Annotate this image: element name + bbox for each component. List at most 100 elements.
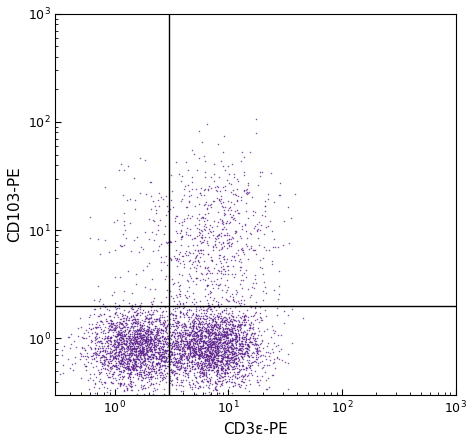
Point bbox=[158, 374, 165, 381]
Point bbox=[202, 375, 210, 382]
Point bbox=[92, 373, 100, 380]
Point bbox=[190, 322, 197, 329]
Point bbox=[127, 339, 135, 346]
Point bbox=[115, 334, 123, 341]
Point bbox=[147, 351, 155, 358]
Point bbox=[212, 319, 220, 326]
Point bbox=[255, 353, 262, 361]
Point bbox=[205, 329, 212, 336]
Point bbox=[179, 322, 187, 329]
Point bbox=[231, 374, 239, 381]
Point bbox=[117, 345, 124, 352]
Point bbox=[228, 339, 235, 346]
Point bbox=[125, 352, 133, 359]
Point bbox=[259, 364, 267, 371]
Point bbox=[203, 345, 211, 353]
Point bbox=[100, 311, 108, 318]
Point bbox=[178, 235, 185, 242]
Point bbox=[223, 359, 230, 366]
Point bbox=[157, 326, 165, 333]
Point bbox=[204, 353, 212, 360]
Point bbox=[141, 339, 149, 346]
Point bbox=[118, 325, 125, 332]
Point bbox=[131, 357, 138, 365]
Point bbox=[205, 356, 213, 363]
Point bbox=[212, 324, 220, 331]
Point bbox=[191, 348, 199, 355]
Point bbox=[137, 348, 144, 355]
Point bbox=[199, 353, 206, 361]
Point bbox=[190, 351, 197, 358]
Point bbox=[211, 235, 219, 242]
Point bbox=[219, 324, 226, 331]
Point bbox=[242, 338, 250, 345]
Point bbox=[167, 357, 174, 365]
Point bbox=[219, 262, 227, 269]
Point bbox=[136, 304, 144, 311]
Point bbox=[137, 349, 145, 356]
Point bbox=[173, 317, 181, 325]
Point bbox=[219, 329, 226, 336]
Point bbox=[251, 317, 258, 324]
Point bbox=[155, 363, 163, 370]
Point bbox=[145, 344, 153, 351]
Point bbox=[205, 186, 212, 194]
Point bbox=[100, 348, 108, 355]
Point bbox=[144, 312, 151, 319]
Point bbox=[137, 361, 145, 368]
Point bbox=[152, 374, 159, 381]
Point bbox=[144, 319, 152, 326]
Point bbox=[210, 304, 218, 311]
Point bbox=[176, 345, 183, 353]
Point bbox=[222, 378, 230, 385]
Point bbox=[122, 341, 130, 349]
Point bbox=[192, 312, 200, 319]
Point bbox=[217, 193, 224, 200]
Point bbox=[179, 352, 187, 359]
Point bbox=[205, 382, 213, 389]
Point bbox=[229, 342, 237, 349]
Point bbox=[207, 328, 214, 335]
Point bbox=[126, 334, 133, 341]
Point bbox=[129, 349, 137, 357]
Point bbox=[130, 329, 137, 336]
Point bbox=[189, 383, 196, 390]
Point bbox=[133, 323, 141, 330]
Point bbox=[163, 272, 170, 279]
Point bbox=[133, 355, 141, 362]
Point bbox=[213, 371, 221, 378]
Point bbox=[199, 369, 206, 376]
Point bbox=[206, 325, 214, 332]
Point bbox=[217, 348, 224, 355]
Point bbox=[155, 350, 163, 357]
Point bbox=[118, 357, 126, 364]
Point bbox=[232, 334, 240, 341]
Point bbox=[268, 322, 275, 329]
Point bbox=[116, 319, 124, 326]
Point bbox=[132, 334, 140, 341]
Point bbox=[149, 325, 157, 332]
Point bbox=[229, 296, 237, 303]
Point bbox=[242, 336, 249, 343]
Point bbox=[178, 328, 185, 335]
Point bbox=[86, 312, 94, 319]
Point bbox=[173, 230, 181, 237]
Point bbox=[134, 342, 142, 349]
Point bbox=[262, 356, 269, 363]
Point bbox=[146, 348, 154, 355]
Point bbox=[170, 253, 178, 260]
Point bbox=[247, 332, 255, 339]
Point bbox=[219, 331, 227, 338]
Point bbox=[176, 358, 184, 365]
Point bbox=[254, 345, 261, 353]
Point bbox=[210, 359, 218, 366]
Point bbox=[218, 217, 226, 224]
Point bbox=[186, 271, 193, 278]
Point bbox=[224, 341, 231, 348]
Point bbox=[203, 313, 210, 320]
Point bbox=[198, 305, 205, 313]
Point bbox=[110, 346, 118, 353]
Point bbox=[191, 331, 198, 338]
Point bbox=[126, 357, 133, 364]
Point bbox=[228, 234, 236, 241]
